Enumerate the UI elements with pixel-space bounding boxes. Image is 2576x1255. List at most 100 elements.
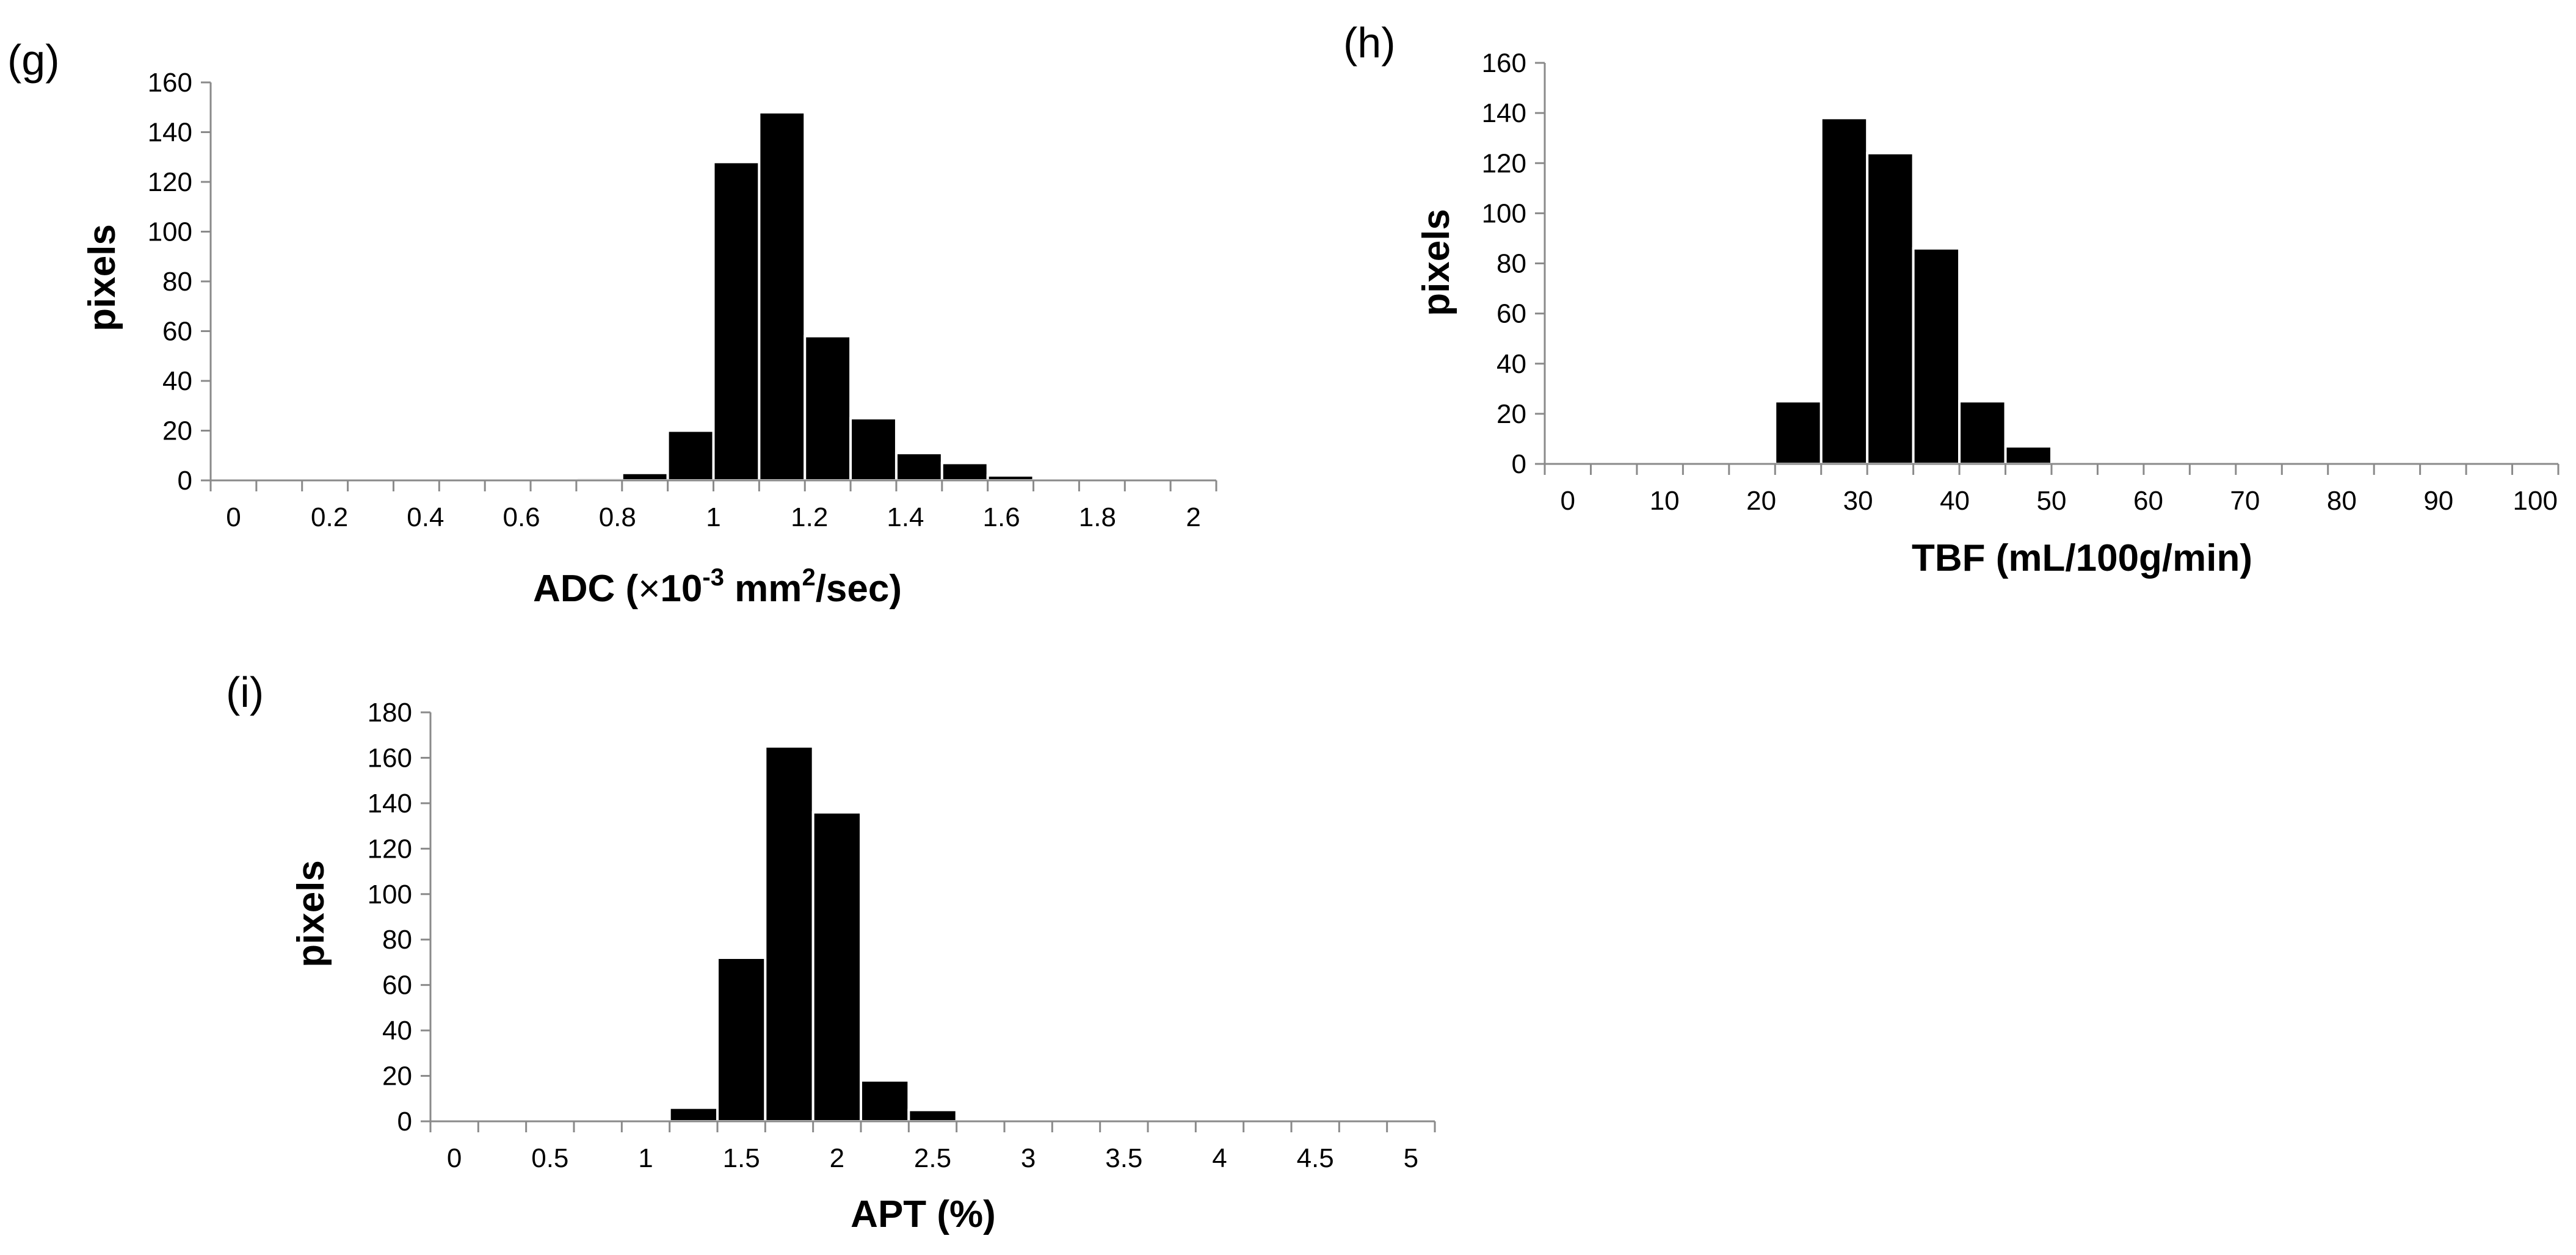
y-tick-label-g-0: 0 [178, 466, 192, 496]
y-tick-label-i-5: 100 [368, 880, 412, 910]
x-tick-label-h-7: 70 [2230, 486, 2260, 516]
x-tick-label-i-6: 3 [1021, 1143, 1036, 1173]
bar-g-16 [940, 461, 989, 482]
x-label-g-prefix: ADC ( [533, 568, 639, 610]
bar-g-15 [894, 452, 943, 482]
y-tick-label-h-6: 120 [1482, 148, 1526, 178]
bars-h [1774, 117, 2053, 465]
x-tick-label-i-10: 5 [1404, 1143, 1418, 1173]
x-tick-label-g-4: 0.8 [599, 502, 636, 532]
y-tick-label-h-0: 0 [1512, 449, 1526, 479]
y-tick-label-g-7: 140 [148, 118, 192, 148]
y-axis-label-h: pixels [1415, 209, 1457, 316]
x-axis-label-i: APT (%) [851, 1193, 996, 1235]
x-tick-label-g-10: 2 [1186, 502, 1200, 532]
y-tick-label-i-3: 60 [382, 971, 412, 1000]
x-tick-label-h-6: 60 [2133, 486, 2163, 516]
bars-i [668, 745, 958, 1123]
axes-g: 0 20 40 60 80 100 120 140 160 0 0.2 0.4 0.6 0.8 1 1.2 1.… [148, 68, 1217, 532]
x-tick-label-g-1: 0.2 [311, 502, 348, 532]
x-tick-label-i-5: 2.5 [914, 1143, 951, 1173]
bar-h-5 [1774, 400, 1823, 465]
y-tick-label-g-1: 20 [162, 416, 192, 446]
y-tick-label-g-8: 160 [148, 68, 192, 98]
bar-i-6 [716, 957, 767, 1123]
x-tick-label-i-1: 0.5 [531, 1143, 568, 1173]
y-tick-label-i-6: 120 [368, 834, 412, 864]
x-tick-label-h-5: 50 [2037, 486, 2067, 516]
bar-g-12 [758, 110, 807, 482]
y-tick-label-g-6: 120 [148, 167, 192, 197]
x-tick-label-g-2: 0.4 [407, 502, 444, 532]
y-tick-label-i-7: 140 [368, 789, 412, 819]
bar-h-9 [1958, 400, 2007, 465]
x-tick-label-g-5: 1 [706, 502, 720, 532]
x-tick-label-g-6: 1.2 [791, 502, 828, 532]
x-tick-label-i-0: 0 [447, 1143, 462, 1173]
bar-h-6 [1820, 117, 1869, 465]
y-tick-label-g-5: 100 [148, 217, 192, 247]
y-tick-label-h-1: 20 [1497, 399, 1526, 429]
x-tick-label-g-3: 0.6 [503, 502, 540, 532]
y-tick-label-h-5: 100 [1482, 198, 1526, 228]
panel-label-g: (g) [7, 36, 60, 84]
x-tick-label-h-0: 0 [1560, 486, 1575, 516]
y-tick-label-i-2: 40 [382, 1016, 412, 1046]
y-tick-label-h-7: 140 [1482, 98, 1526, 128]
x-tick-label-h-10: 100 [2513, 486, 2558, 516]
x-label-g-exp: -3 [702, 564, 724, 591]
y-tick-label-h-3: 60 [1497, 299, 1526, 329]
x-tick-label-h-9: 90 [2423, 486, 2453, 516]
chart-apt-histogram: (i) 0 20 40 60 80 100 120 140 160 180 0 0.5 1 1.5 2 2.5… [226, 668, 1436, 1235]
x-tick-label-g-0: 0 [226, 502, 241, 532]
y-tick-label-h-2: 40 [1497, 349, 1526, 379]
y-tick-label-i-9: 180 [368, 698, 412, 728]
x-tick-label-h-2: 20 [1746, 486, 1776, 516]
x-tick-label-i-3: 1.5 [723, 1143, 760, 1173]
y-tick-label-i-8: 160 [368, 743, 412, 773]
x-tick-label-i-2: 1 [638, 1143, 653, 1173]
bar-g-13 [804, 335, 852, 482]
x-label-g-suffix: /sec) [816, 568, 902, 610]
bar-g-10 [666, 429, 715, 482]
y-axis-label-g: pixels [81, 224, 123, 331]
bar-i-10 [907, 1109, 958, 1123]
y-tick-label-i-4: 80 [382, 925, 412, 955]
y-tick-label-g-2: 40 [162, 366, 192, 396]
x-tick-label-i-4: 2 [830, 1143, 844, 1173]
x-tick-label-g-9: 1.8 [1079, 502, 1116, 532]
x-tick-label-h-4: 40 [1940, 486, 1970, 516]
y-tick-label-h-4: 80 [1497, 249, 1526, 279]
y-tick-label-g-4: 80 [162, 267, 192, 297]
x-label-g-base: 10 [660, 568, 702, 610]
y-tick-label-i-1: 20 [382, 1062, 412, 1091]
bar-h-10 [2004, 445, 2053, 465]
bar-h-7 [1866, 151, 1915, 465]
x-axis-label-h: TBF (mL/100g/min) [1912, 537, 2252, 579]
chart-adc-histogram: (g) 0 20 40 60 80 100 120 140 160 0 0.2 0.4 0.6 0.8 1 1… [7, 36, 1217, 610]
x-tick-label-i-7: 3.5 [1105, 1143, 1142, 1173]
x-tick-label-h-8: 80 [2327, 486, 2357, 516]
x-label-g-unit-exp: 2 [802, 564, 815, 591]
bar-g-9 [620, 471, 669, 482]
panel-label-h: (h) [1343, 19, 1396, 67]
bars-g [575, 110, 1035, 482]
x-label-g-times: × [638, 568, 660, 610]
y-tick-label-g-3: 60 [162, 317, 192, 347]
y-tick-label-h-8: 160 [1482, 48, 1526, 78]
x-label-g-unit: mm [724, 568, 802, 610]
x-tick-label-h-1: 10 [1650, 486, 1680, 516]
x-tick-label-i-8: 4 [1212, 1143, 1227, 1173]
y-tick-label-i-0: 0 [397, 1107, 412, 1137]
bar-h-8 [1912, 247, 1961, 465]
bar-i-5 [668, 1106, 719, 1123]
x-tick-label-g-7: 1.4 [887, 502, 924, 532]
chart-tbf-histogram: (h) 0 20 40 60 80 100 120 140 160 0 10 20 30 40 50 60 70… [1343, 19, 2560, 579]
axes-i: 0 20 40 60 80 100 120 140 160 180 0 0.5 1 1.5 2 2.5 3 3.5… [368, 698, 1436, 1173]
bar-g-11 [712, 161, 761, 482]
x-tick-label-i-9: 4.5 [1297, 1143, 1334, 1173]
y-axis-label-i: pixels [290, 860, 332, 967]
bar-g-14 [849, 417, 898, 482]
x-axis-label-g: ADC (×10-3 mm2/sec) [533, 564, 902, 610]
